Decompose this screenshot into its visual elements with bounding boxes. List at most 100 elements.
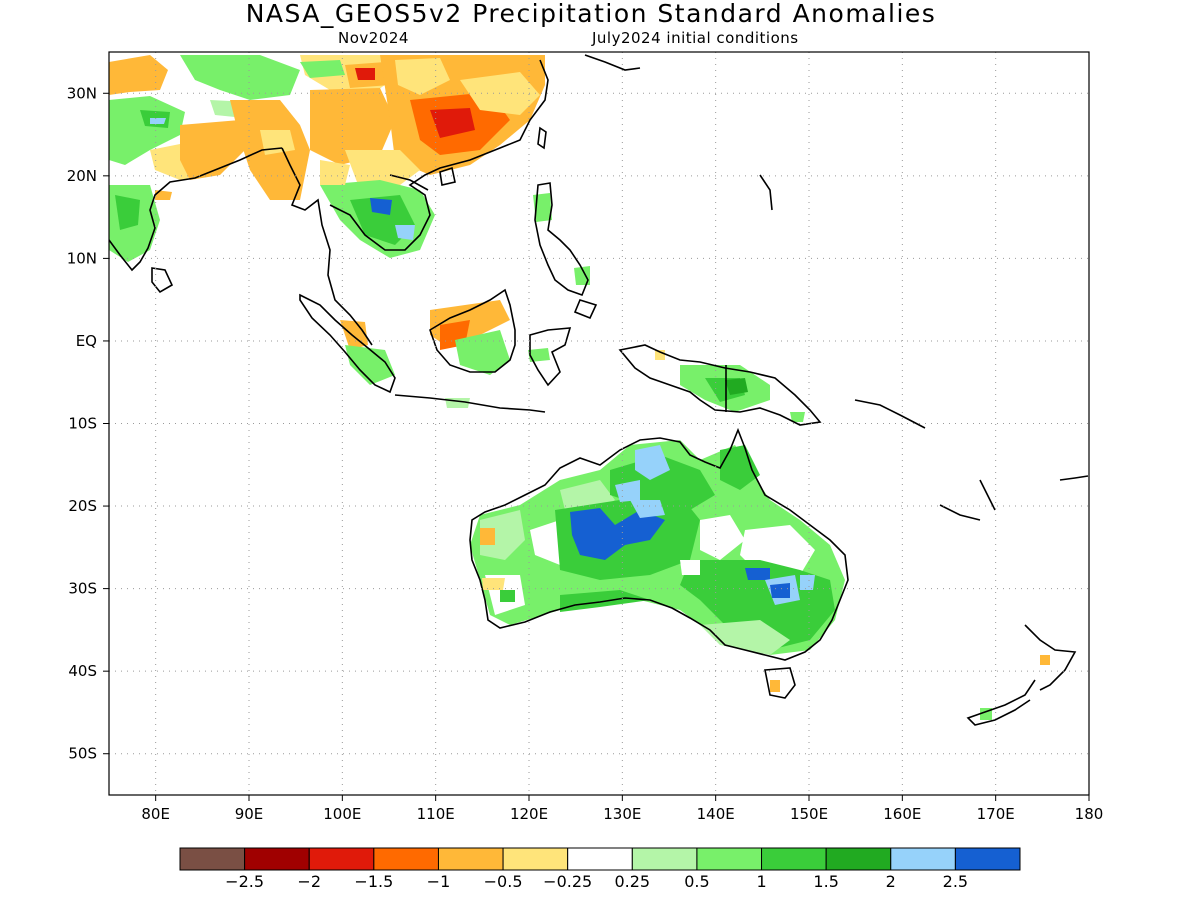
- coastline: [281, 147, 373, 346]
- anomaly-patch: [533, 193, 552, 222]
- anomaly-patch: [395, 58, 450, 95]
- colorbar-swatch: [954, 847, 1021, 871]
- anomaly-patch: [745, 568, 770, 580]
- colorbar-swatch: [179, 847, 246, 871]
- anomaly-patch: [1040, 655, 1050, 665]
- anomaly-patch: [370, 198, 392, 215]
- coastline: [151, 267, 174, 294]
- lon-tick-label: 160E: [883, 805, 921, 823]
- latitude-axis: 30N 20N 10N EQ 10S 20S 30S 40S 50S: [67, 84, 109, 763]
- lat-tick-label: 30N: [67, 84, 97, 102]
- anomaly-patch: [482, 578, 505, 590]
- anomaly-patch: [630, 500, 665, 518]
- anomaly-patch: [500, 590, 515, 602]
- anomaly-patch: [345, 345, 395, 385]
- colorbar-label: 0.25: [614, 872, 650, 891]
- anomaly-patch: [570, 508, 665, 560]
- colorbar: −2.5 −2 −1.5 −1 −0.5 −0.25 0.25 0.5 1 1.5 2 2.5: [179, 847, 1021, 891]
- lon-tick-label: 140E: [697, 805, 735, 823]
- anomaly-patch: [345, 150, 420, 190]
- lon-tick-label: 120E: [510, 805, 548, 823]
- coastlines: [109, 54, 1089, 726]
- colorbar-label: −2.5: [225, 872, 264, 891]
- anomaly-patch: [574, 266, 590, 285]
- coastline: [529, 327, 572, 387]
- coastline: [854, 399, 926, 429]
- anomaly-patch: [455, 330, 510, 375]
- lat-tick-label: 10N: [67, 249, 97, 267]
- lon-tick-label: 80E: [141, 805, 170, 823]
- coastline: [618, 344, 822, 426]
- anomaly-patch: [700, 515, 745, 560]
- colorbar-label: −1: [427, 872, 451, 891]
- colorbar-swatch: [437, 847, 504, 871]
- anomaly-patch: [300, 60, 345, 78]
- lat-tick-label: 30S: [68, 580, 97, 598]
- coastline: [329, 59, 549, 251]
- colorbar-label: −1.5: [354, 872, 393, 891]
- coastline: [939, 504, 981, 521]
- lon-tick-label: 100E: [323, 805, 361, 823]
- colorbar-swatch: [761, 847, 827, 871]
- coastline: [584, 54, 641, 71]
- anomaly-patch: [155, 190, 172, 200]
- colorbar-swatch: [308, 847, 375, 871]
- map-title: NASA_GEOS5v2 Precipitation Standard Anom…: [245, 0, 937, 28]
- colorbar-label: −2: [297, 872, 321, 891]
- graticule: [109, 52, 1089, 795]
- anomaly-patch: [770, 583, 790, 598]
- lat-tick-label: 20S: [68, 497, 97, 515]
- anomaly-shading: [109, 55, 1050, 720]
- lat-tick-label: 10S: [68, 415, 97, 433]
- lon-tick-label: 110E: [417, 805, 455, 823]
- coastline: [429, 288, 516, 373]
- colorbar-label: 2: [886, 872, 896, 891]
- coastline: [573, 299, 598, 320]
- coastline: [534, 182, 589, 297]
- coastline: [299, 293, 396, 394]
- colorbar-label: 1: [756, 872, 766, 891]
- lat-tick-label: EQ: [76, 332, 97, 350]
- coastline: [469, 427, 849, 661]
- colorbar-swatch: [373, 847, 439, 871]
- anomaly-patch: [725, 378, 748, 395]
- anomaly-patch: [180, 55, 300, 100]
- lat-tick-label: 50S: [68, 745, 97, 763]
- coastline: [1024, 624, 1077, 691]
- anomaly-patch: [460, 72, 540, 115]
- coastline: [389, 174, 429, 191]
- colorbar-swatch: [890, 847, 956, 871]
- lon-tick-label: 150E: [790, 805, 828, 823]
- anomaly-patch: [680, 560, 700, 575]
- coastline: [537, 126, 547, 150]
- colorbar-swatch: [825, 847, 892, 871]
- anomaly-patch: [770, 680, 780, 692]
- lon-tick-label: 90E: [235, 805, 264, 823]
- colorbar-label: 0.5: [684, 872, 709, 891]
- coastline: [966, 679, 1036, 726]
- anomaly-patch: [320, 160, 350, 185]
- anomaly-patch: [790, 412, 805, 422]
- colorbar-label: −0.25: [543, 872, 592, 891]
- coastline: [109, 147, 283, 272]
- anomaly-patch: [480, 510, 525, 560]
- anomaly-patch: [395, 225, 415, 240]
- anomaly-patch: [115, 195, 140, 230]
- anomaly-patch: [615, 480, 640, 502]
- colorbar-swatch: [631, 847, 698, 871]
- initial-conditions: July2024 initial conditions: [592, 29, 799, 47]
- anomaly-patch: [109, 55, 168, 95]
- anomaly-patch: [355, 68, 375, 80]
- lon-tick-label: 180: [1075, 805, 1104, 823]
- anomaly-patch: [800, 575, 815, 590]
- forecast-month: Nov2024: [338, 29, 409, 47]
- lat-tick-label: 40S: [68, 662, 97, 680]
- coastline: [1059, 475, 1089, 481]
- colorbar-label: −0.5: [484, 872, 523, 891]
- coastline: [394, 394, 546, 413]
- anomaly-patch: [635, 445, 670, 480]
- anomaly-patch: [480, 528, 495, 545]
- colorbar-swatch: [244, 847, 310, 871]
- lon-tick-label: 130E: [603, 805, 641, 823]
